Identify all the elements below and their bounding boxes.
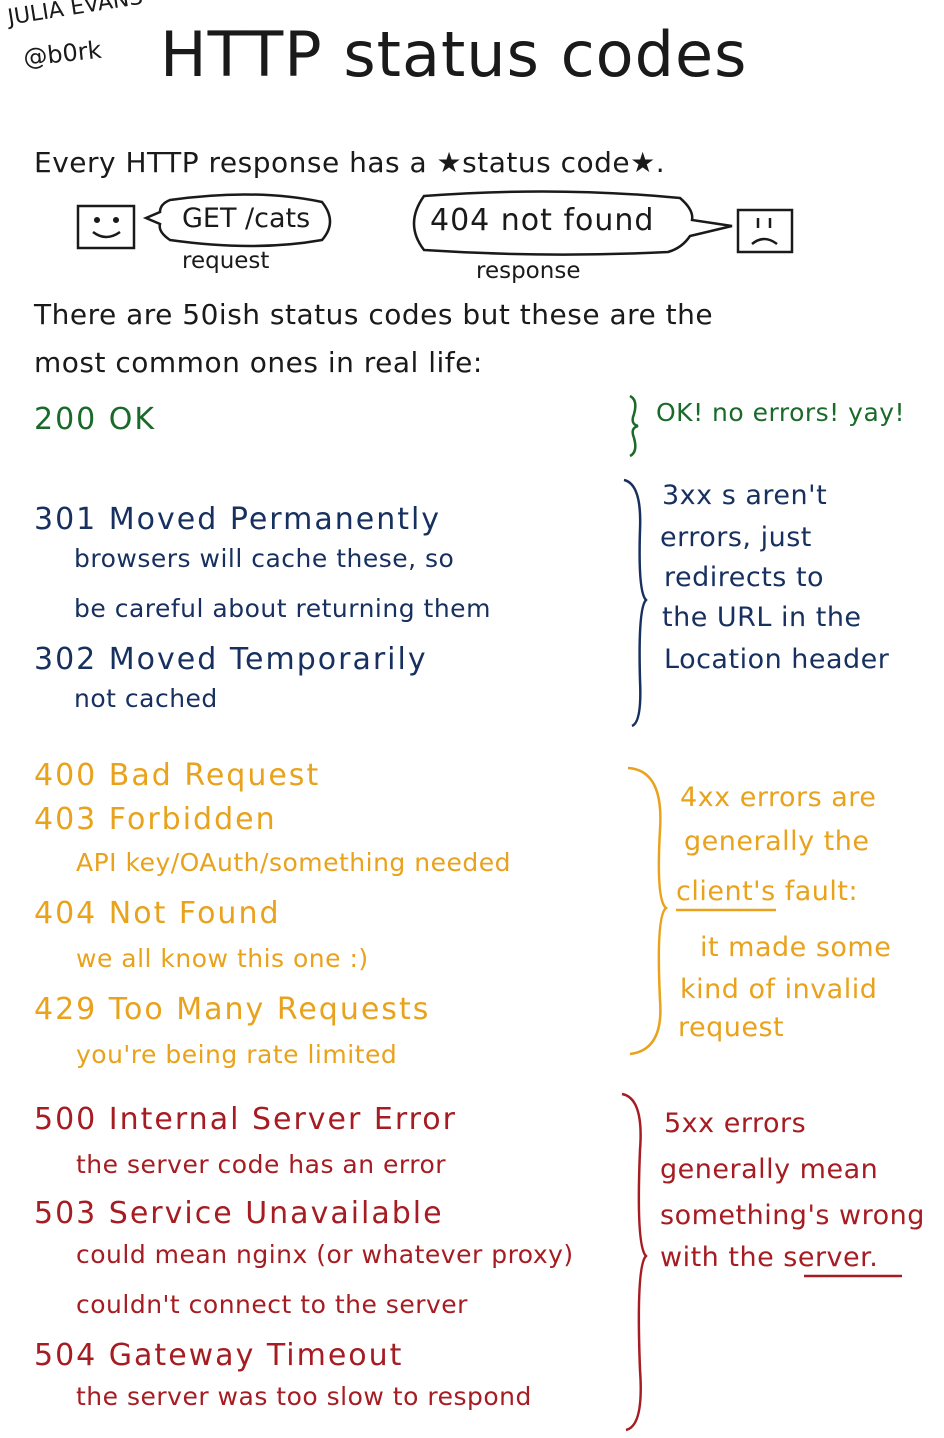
request-bubble [142, 193, 332, 248]
server-note-1: 5xx errors [664, 1108, 807, 1139]
server-note-pre: with the [660, 1242, 784, 1273]
redirect-note-3: redirects to [664, 562, 825, 593]
redirect-note-5: Location header [664, 644, 890, 675]
intro-text: Every HTTP response has a ★status code★. [34, 146, 666, 179]
status-504-desc: the server was too slow to respond [76, 1382, 532, 1411]
status-429-desc: you're being rate limited [76, 1040, 398, 1069]
status-301-desc-2: be careful about returning them [74, 594, 491, 623]
redirect-note-1: 3xx s aren't [662, 480, 828, 511]
server-note-post: . [869, 1242, 879, 1273]
server-note-2: generally mean [660, 1154, 879, 1185]
client-brace [627, 766, 668, 1056]
request-label: request [182, 248, 270, 274]
server-note-underlined: server [783, 1242, 870, 1273]
status-404: 404 Not Found [34, 896, 281, 931]
status-500: 500 Internal Server Error [34, 1102, 457, 1137]
status-400: 400 Bad Request [34, 758, 321, 793]
client-note-3: client's fault: [676, 876, 858, 907]
status-302-desc: not cached [74, 684, 218, 713]
status-503-desc-1: could mean nginx (or whatever proxy) [76, 1240, 574, 1269]
ok-brace [629, 394, 639, 458]
status-504: 504 Gateway Timeout [34, 1338, 404, 1373]
status-404-desc: we all know this one :) [76, 944, 369, 973]
redirect-note-4: the URL in the [662, 602, 862, 633]
client-note-5: kind of invalid [680, 974, 878, 1005]
response-bubble [412, 190, 733, 256]
request-bubble-text: GET /cats [182, 203, 311, 234]
status-503: 503 Service Unavailable [34, 1196, 444, 1231]
summary-line-1: There are 50ish status codes but these a… [34, 298, 714, 331]
status-429: 429 Too Many Requests [34, 992, 431, 1027]
client-note-4: it made some [700, 932, 892, 963]
redirect-brace [623, 478, 648, 728]
server-brace [621, 1092, 648, 1432]
status-403-desc: API key/OAuth/something needed [76, 848, 511, 877]
client-note-2: generally the [684, 826, 870, 857]
summary-line-2: most common ones in real life: [34, 346, 483, 379]
status-301: 301 Moved Permanently [34, 502, 442, 537]
redirect-note-2: errors, just [660, 522, 812, 553]
client-note-rest: fault: [775, 876, 859, 907]
status-500-desc: the server code has an error [76, 1150, 447, 1179]
happy-face-icon [76, 204, 136, 250]
client-note-1: 4xx errors are [680, 782, 877, 813]
sad-face-icon [736, 208, 794, 254]
client-note-6: request [678, 1012, 785, 1043]
status-200: 200 OK [34, 402, 157, 437]
response-label: response [476, 258, 581, 284]
server-note-3: something's wrong [660, 1200, 925, 1231]
response-bubble-text: 404 not found [430, 203, 655, 238]
status-301-desc-1: browsers will cache these, so [74, 544, 455, 573]
status-403: 403 Forbidden [34, 802, 277, 837]
server-note-4: with the server. [660, 1242, 878, 1273]
client-note-underlined: client's [676, 876, 776, 907]
ok-note: OK! no errors! yay! [656, 398, 906, 427]
status-503-desc-2: couldn't connect to the server [76, 1290, 468, 1319]
status-302: 302 Moved Temporarily [34, 642, 428, 677]
page-title: HTTP status codes [160, 18, 748, 91]
